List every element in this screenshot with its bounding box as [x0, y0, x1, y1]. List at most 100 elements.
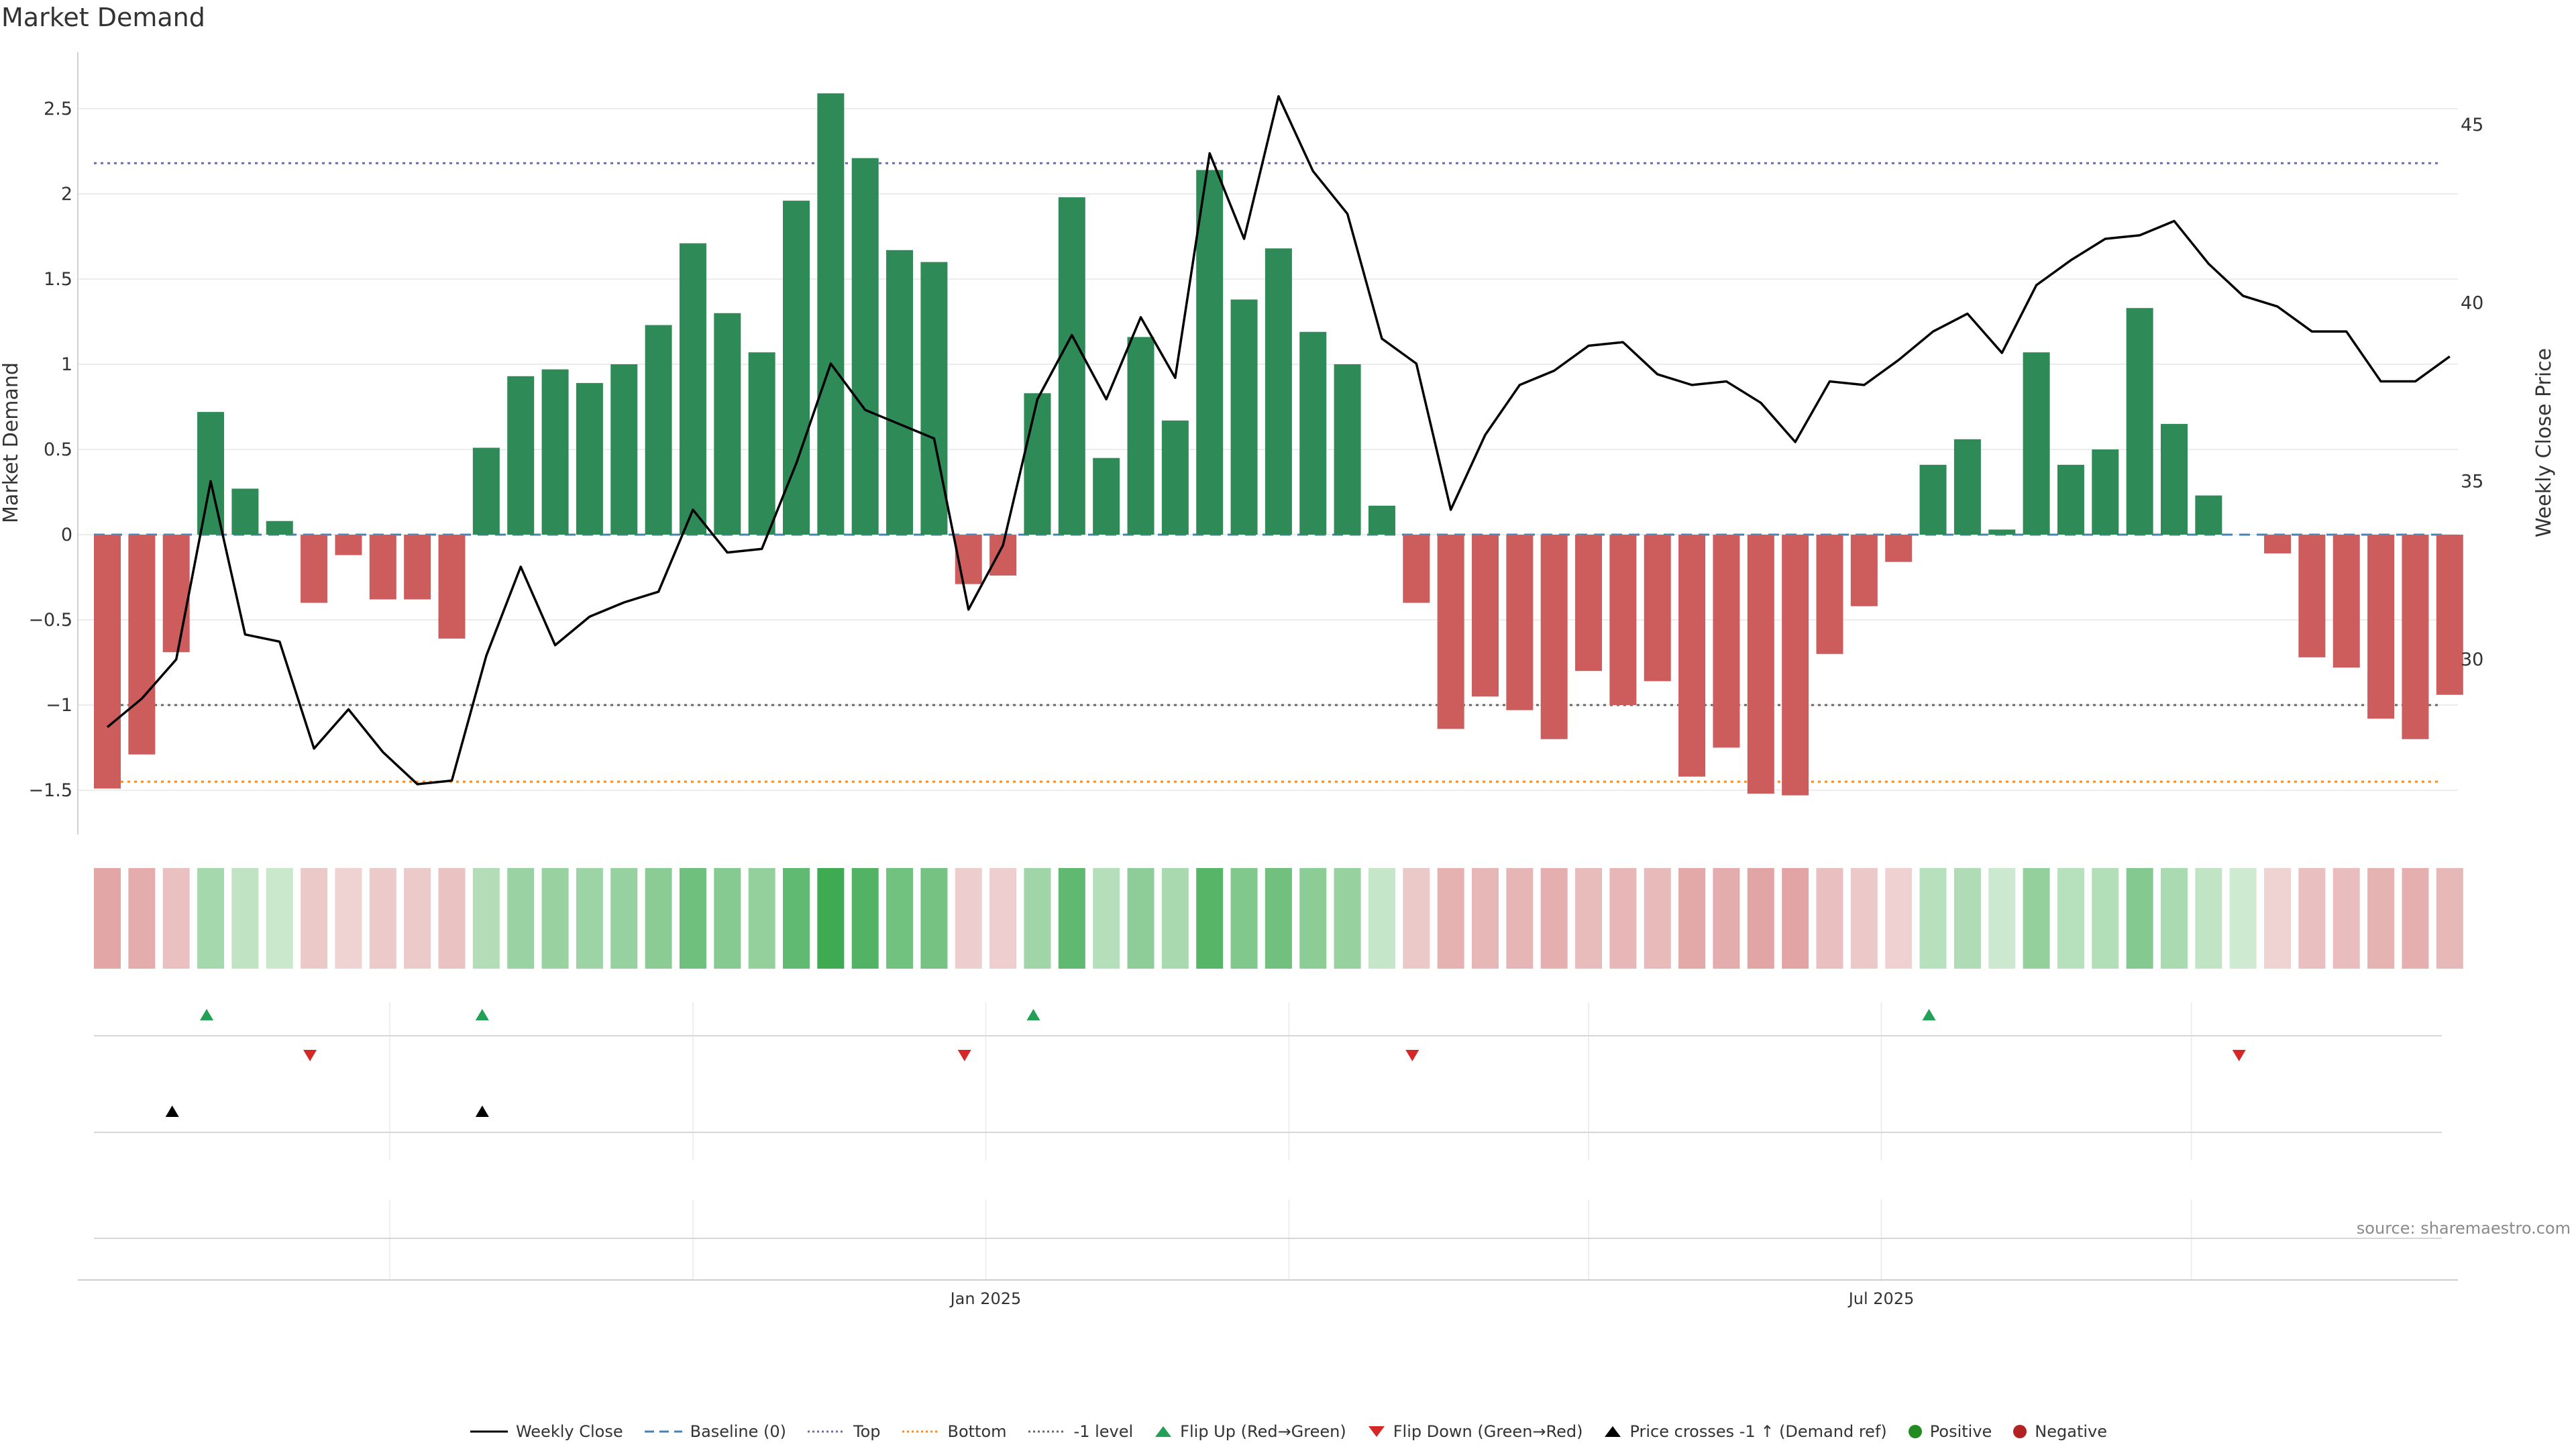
y-axis-label: Market Demand — [0, 362, 23, 523]
demand-bar — [1265, 248, 1292, 535]
heat-cell — [2126, 868, 2153, 969]
weekly-close-series — [106, 95, 2451, 786]
demand-bar — [231, 488, 259, 535]
y-tick-label: −1.5 — [28, 780, 72, 801]
demand-bar — [2195, 495, 2222, 535]
demand-bar — [645, 325, 672, 535]
flip-up-marker — [1922, 1009, 1936, 1020]
triangle-down-icon — [1368, 1426, 1385, 1437]
legend-label: -1 level — [1073, 1422, 1134, 1441]
heat-cell — [817, 868, 845, 969]
weekly-close-swatch — [470, 1430, 508, 1433]
y2-tick-label: 40 — [2461, 293, 2483, 314]
heat-cell — [2161, 868, 2188, 969]
y-tick-label: 2 — [61, 184, 72, 205]
flip-down-marker — [957, 1050, 971, 1061]
price-cross-marker — [165, 1106, 179, 1117]
demand-bar — [714, 313, 741, 535]
heat-cell — [920, 868, 948, 969]
demand-bar — [1850, 535, 1878, 606]
demand-bar — [679, 243, 706, 535]
legend-item-weekly-close[interactable]: Weekly Close — [469, 1422, 623, 1441]
heat-cell — [197, 868, 225, 969]
heat-cell — [1230, 868, 1258, 969]
demand-bar — [610, 364, 638, 535]
demand-bar — [1644, 535, 1671, 682]
heat-cell — [2023, 868, 2050, 969]
heat-cell — [1953, 868, 1981, 969]
flip-up-marker — [200, 1009, 214, 1020]
heat-cell — [610, 868, 638, 969]
demand-bar — [2332, 535, 2360, 668]
heat-cell — [679, 868, 706, 969]
demand-bar — [369, 535, 396, 600]
heat-cell — [1782, 868, 1809, 969]
y2-tick-label: 45 — [2461, 115, 2483, 136]
demand-bar — [1334, 364, 1361, 535]
demand-bars — [94, 93, 2463, 796]
legend-item-price-cross[interactable]: Price crosses -1 ↑ (Demand ref) — [1603, 1422, 1887, 1441]
heat-cell — [301, 868, 328, 969]
legend-item-negative[interactable]: Negative — [2012, 1422, 2107, 1441]
demand-bar — [438, 535, 466, 639]
demand-bar — [817, 93, 845, 535]
legend: Weekly Close Baseline (0) Top Bottom -1 … — [0, 1422, 2576, 1441]
heat-cell — [1816, 868, 1843, 969]
heat-cell — [1265, 868, 1292, 969]
demand-bar — [94, 535, 121, 789]
legend-label: Top — [853, 1422, 881, 1441]
heat-cell — [1919, 868, 1947, 969]
heat-cell — [1609, 868, 1637, 969]
demand-bar — [2161, 423, 2188, 535]
demand-bar — [851, 158, 879, 535]
event-panels — [94, 1002, 2442, 1281]
heat-cell — [1988, 868, 2016, 969]
demand-bar — [1885, 535, 1913, 562]
demand-heat-strip — [94, 868, 2463, 969]
legend-item-top[interactable]: Top — [806, 1422, 881, 1441]
heat-cell — [2402, 868, 2429, 969]
heat-cell — [404, 868, 431, 969]
heat-cell — [748, 868, 775, 969]
heat-cell — [1575, 868, 1603, 969]
heat-cell — [886, 868, 914, 969]
legend-label: Positive — [1929, 1422, 1992, 1441]
demand-bar — [1024, 393, 1051, 535]
bottom-swatch — [902, 1430, 940, 1433]
legend-item-flip-down[interactable]: Flip Down (Green→Red) — [1366, 1422, 1582, 1441]
demand-bar — [2402, 535, 2429, 739]
heat-cell — [1368, 868, 1395, 969]
legend-item-bottom[interactable]: Bottom — [901, 1422, 1007, 1441]
demand-bar — [335, 535, 362, 555]
heat-cell — [335, 868, 362, 969]
demand-bar — [920, 262, 948, 535]
heat-cell — [2367, 868, 2395, 969]
legend-item-baseline[interactable]: Baseline (0) — [643, 1422, 786, 1441]
heat-cell — [851, 868, 879, 969]
legend-item-minus1[interactable]: -1 level — [1027, 1422, 1134, 1441]
legend-item-positive[interactable]: Positive — [1907, 1422, 1992, 1441]
y-tick-label: 1 — [61, 354, 72, 375]
demand-bar — [886, 250, 914, 535]
flip-up-marker — [475, 1009, 489, 1020]
y-tick-label: 0 — [61, 525, 72, 545]
demand-bar — [1093, 458, 1120, 535]
demand-bar — [128, 535, 156, 755]
heat-cell — [2092, 868, 2119, 969]
heat-cell — [1403, 868, 1430, 969]
baseline-swatch — [644, 1430, 682, 1433]
top-swatch — [808, 1430, 845, 1433]
heat-cell — [1644, 868, 1671, 969]
legend-item-flip-up[interactable]: Flip Up (Red→Green) — [1153, 1422, 1346, 1441]
demand-bar — [2436, 535, 2463, 695]
heat-cell — [1093, 868, 1120, 969]
demand-bar — [2298, 535, 2326, 657]
demand-bar — [1196, 170, 1224, 535]
demand-bar — [1919, 464, 1947, 535]
demand-bar — [1953, 439, 1981, 535]
weekly-close-line — [106, 95, 2451, 786]
legend-label: Price crosses -1 ↑ (Demand ref) — [1629, 1422, 1887, 1441]
demand-bar — [1403, 535, 1430, 603]
price-cross-marker — [475, 1106, 489, 1117]
heat-cell — [1885, 868, 1913, 969]
